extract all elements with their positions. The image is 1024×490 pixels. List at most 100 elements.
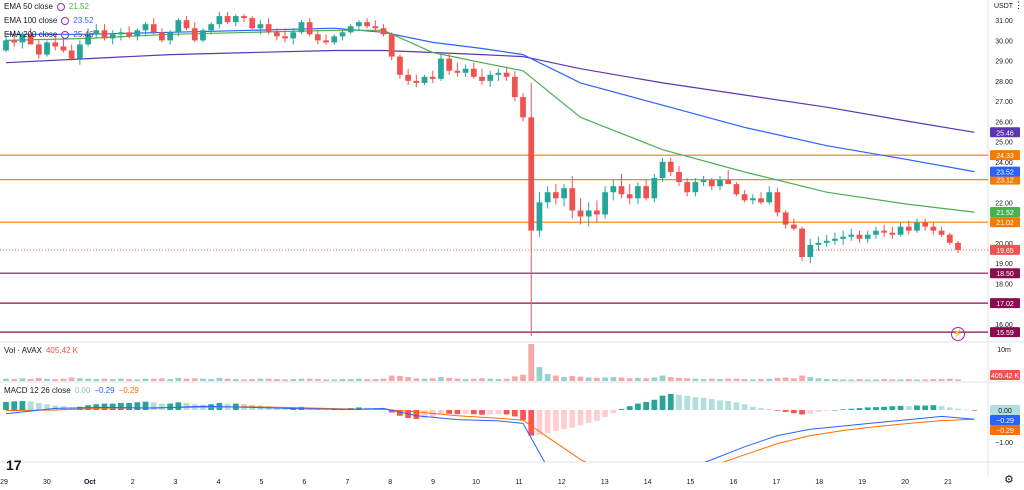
menu-dots-icon[interactable]: ⋮ bbox=[1014, 0, 1023, 10]
volume-bar bbox=[134, 379, 141, 381]
candle-body bbox=[191, 28, 198, 41]
macd-hist-bar bbox=[930, 405, 937, 410]
legend-ema200[interactable]: EMA 200 close 25.46 bbox=[4, 30, 93, 39]
volume-bar bbox=[676, 377, 682, 381]
volume-bar bbox=[241, 379, 247, 381]
macd-hist-bar bbox=[109, 403, 116, 410]
volume-bar bbox=[749, 379, 756, 381]
level-badge: 23.12 bbox=[996, 178, 1014, 185]
volume-bar bbox=[372, 379, 379, 381]
macd-badge: −0.29 bbox=[996, 428, 1014, 435]
volume-bar bbox=[429, 378, 436, 381]
macd-hist-bar bbox=[438, 410, 444, 414]
price-badge-bg bbox=[990, 127, 1020, 138]
volume-bar bbox=[19, 378, 26, 381]
time-tick: 20 bbox=[901, 479, 909, 486]
candle-body bbox=[142, 24, 149, 31]
time-tick: 6 bbox=[302, 479, 306, 486]
candle-body bbox=[405, 74, 412, 81]
volume-bar bbox=[930, 379, 937, 381]
candle-body bbox=[159, 32, 165, 41]
candle-body bbox=[602, 192, 608, 215]
volume-bar bbox=[380, 378, 387, 381]
candle-body bbox=[594, 210, 600, 215]
macd-hist-bar bbox=[282, 407, 288, 410]
legend-volume[interactable]: Vol · AVAX 405.42 K bbox=[4, 346, 78, 355]
candle-body bbox=[479, 76, 485, 81]
price-tick: 16.00 bbox=[995, 322, 1013, 329]
macd-hist-bar bbox=[725, 401, 732, 410]
currency-label: USDT bbox=[994, 3, 1014, 10]
candle-body bbox=[774, 192, 781, 213]
volume-bar bbox=[413, 378, 420, 381]
time-tick: 4 bbox=[217, 479, 221, 486]
visibility-icon[interactable] bbox=[56, 2, 65, 11]
volume-bar bbox=[397, 375, 403, 381]
visibility-icon[interactable] bbox=[61, 30, 70, 39]
candle-body bbox=[11, 40, 18, 43]
time-tick: 8 bbox=[388, 479, 392, 486]
candle-body bbox=[897, 226, 904, 235]
volume-bar bbox=[938, 379, 945, 381]
volume-bar bbox=[897, 379, 904, 381]
volume-bar bbox=[470, 378, 477, 381]
visibility-icon[interactable] bbox=[61, 16, 70, 25]
volume-bar bbox=[856, 379, 863, 381]
candle-body bbox=[618, 186, 625, 195]
candle-body bbox=[659, 161, 666, 179]
candle-body bbox=[118, 32, 124, 35]
flash-icon[interactable]: ⚡ bbox=[951, 327, 965, 341]
legend-ema100[interactable]: EMA 100 close 23.52 bbox=[4, 16, 93, 25]
candle-body bbox=[626, 194, 633, 199]
macd-hist-bar bbox=[782, 410, 789, 412]
legend-macd[interactable]: MACD 12 26 close 0.00 −0.29 −0.29 bbox=[4, 386, 139, 395]
candle-body bbox=[282, 36, 288, 39]
volume-bar bbox=[725, 378, 732, 381]
tradingview-logo-icon[interactable]: 17 bbox=[6, 457, 22, 473]
volume-bar bbox=[388, 375, 395, 381]
gear-icon[interactable]: ⚙ bbox=[1004, 474, 1014, 486]
volume-bar bbox=[200, 378, 206, 381]
candle-body bbox=[290, 32, 297, 39]
candle-body bbox=[44, 42, 50, 55]
macd-hist-bar bbox=[790, 410, 797, 414]
candle-body bbox=[577, 210, 584, 217]
time-axis: 29 30 Oct 2 3 4 5 6 7 8 9 10 11 12 13 14 15 16 17 18 19 20 21 bbox=[0, 479, 952, 486]
candle-body bbox=[429, 76, 436, 79]
volume-bar bbox=[585, 377, 592, 381]
volume-bar bbox=[495, 379, 502, 381]
macd-hist-bar bbox=[815, 410, 822, 412]
macd-hist-bar bbox=[175, 402, 182, 410]
legend-macd-label: MACD 12 26 close bbox=[4, 386, 71, 395]
volume-bar bbox=[52, 379, 59, 381]
macd-hist-bar bbox=[799, 410, 805, 415]
volume-bar bbox=[741, 379, 748, 381]
volume-bar bbox=[331, 379, 338, 381]
time-tick: 5 bbox=[260, 479, 264, 486]
macd-hist-bar bbox=[273, 407, 280, 410]
volume-bar bbox=[618, 377, 625, 381]
macd-line bbox=[5, 405, 975, 462]
candle-body bbox=[306, 22, 313, 35]
price-badge: 25.46 bbox=[996, 130, 1014, 137]
candle-body bbox=[3, 40, 9, 51]
volume-bar bbox=[733, 378, 740, 381]
macd-hist-bar bbox=[946, 407, 953, 410]
candle-body bbox=[922, 222, 929, 227]
candle-body bbox=[790, 224, 797, 229]
volume-bar bbox=[85, 378, 91, 381]
candle-body bbox=[339, 32, 346, 37]
time-tick: 30 bbox=[43, 479, 51, 486]
level-badge-bg bbox=[990, 174, 1020, 185]
candle-body bbox=[35, 44, 42, 55]
price-tick: 19.00 bbox=[995, 261, 1013, 268]
candle-body bbox=[733, 184, 740, 195]
candle-body bbox=[807, 244, 814, 257]
legend-ema50[interactable]: EMA 50 close 21.52 bbox=[4, 2, 89, 11]
candle-body bbox=[232, 16, 239, 23]
macd-badge: 0.00 bbox=[998, 408, 1012, 415]
macd-hist-bar bbox=[76, 406, 83, 410]
volume-bar bbox=[339, 379, 346, 381]
legend-macd-line-value: −0.29 bbox=[94, 386, 115, 395]
